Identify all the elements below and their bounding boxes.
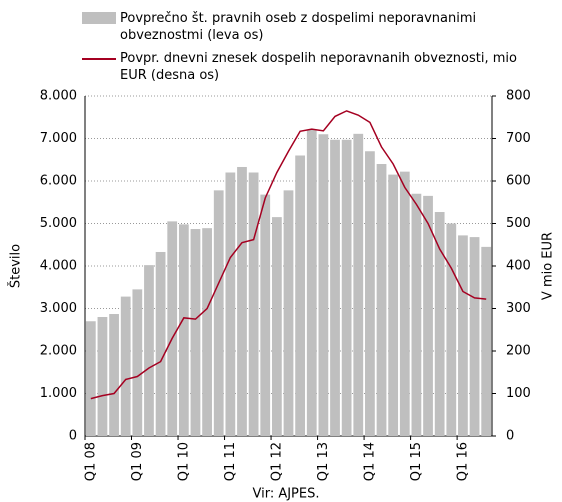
bar — [260, 194, 271, 436]
x-tick-label: Q1 15 — [409, 442, 424, 481]
bar — [318, 134, 329, 436]
bar — [283, 190, 294, 436]
y-tick-label: 7.000 — [40, 131, 77, 146]
bar — [225, 172, 236, 436]
bar — [295, 155, 306, 436]
bar — [178, 224, 189, 436]
x-tick-label: Q1 11 — [223, 442, 238, 481]
y-tick-label: 0 — [69, 429, 77, 444]
x-tick-label: Q1 12 — [269, 442, 284, 481]
bar — [190, 229, 201, 436]
bar — [167, 221, 178, 436]
x-tick-label: Q1 08 — [83, 442, 98, 481]
bar — [248, 172, 259, 436]
y2-tick-label: 400 — [506, 259, 531, 274]
y-tick-label: 3.000 — [40, 301, 77, 316]
bar — [271, 217, 282, 436]
bar — [399, 171, 410, 436]
bar — [144, 265, 154, 436]
bar — [202, 228, 212, 436]
bar — [109, 314, 119, 436]
x-tick-label: Q1 16 — [455, 442, 470, 481]
y-tick-label: 8.000 — [40, 89, 77, 104]
y-tick-label: 5.000 — [40, 216, 77, 231]
y-tick-label: 6.000 — [40, 174, 77, 189]
y2-tick-label: 700 — [506, 131, 531, 146]
bar — [237, 166, 247, 436]
bar — [434, 212, 445, 436]
legend-item: Povprečno št. pravnih oseb z dospelimi n… — [82, 10, 522, 44]
x-tick-label: Q1 10 — [176, 442, 191, 481]
y2-tick-label: 600 — [506, 174, 531, 189]
bar — [446, 223, 457, 436]
bar — [388, 174, 399, 436]
bar — [213, 190, 224, 436]
bar — [120, 296, 131, 436]
y-tick-label: 1.000 — [40, 386, 77, 401]
bar — [132, 289, 143, 436]
legend-label: Povprečno št. pravnih oseb z dospelimi n… — [120, 11, 477, 43]
bar — [341, 139, 352, 436]
bar — [469, 237, 480, 436]
y-tick-label: 2.000 — [40, 344, 77, 359]
source: Vir: AJPES. — [252, 487, 319, 502]
y2-tick-label: 200 — [506, 344, 531, 359]
y-tick-label: 4.000 — [40, 259, 77, 274]
y-axis-label: Število — [8, 244, 24, 288]
x-tick-label: Q1 14 — [362, 442, 377, 481]
bar — [365, 151, 375, 436]
y2-axis-label: V mio EUR — [541, 232, 556, 300]
legend-key — [82, 50, 116, 67]
x-tick-label: Q1 13 — [316, 442, 331, 481]
bar — [423, 195, 433, 436]
bar — [411, 193, 422, 436]
y2-tick-label: 800 — [506, 89, 531, 104]
x-tick-label: Q1 09 — [130, 442, 145, 481]
y2-tick-label: 500 — [506, 216, 531, 231]
legend-label: Povpr. dnevni znesek dospelih neporavnan… — [120, 51, 517, 83]
y2-tick-label: 300 — [506, 301, 531, 316]
bar — [155, 251, 166, 436]
bar — [97, 317, 108, 436]
bar — [85, 321, 96, 436]
bar — [481, 246, 492, 436]
y2-tick-label: 100 — [506, 386, 531, 401]
legend-key — [82, 10, 116, 27]
bar — [306, 130, 317, 436]
bar — [330, 139, 340, 436]
bar — [353, 133, 364, 436]
line — [90, 110, 487, 400]
bar — [458, 235, 468, 436]
y2-tick-label: 0 — [506, 429, 514, 444]
legend-item: Povpr. dnevni znesek dospelih neporavnan… — [82, 50, 522, 84]
bar — [376, 164, 387, 436]
